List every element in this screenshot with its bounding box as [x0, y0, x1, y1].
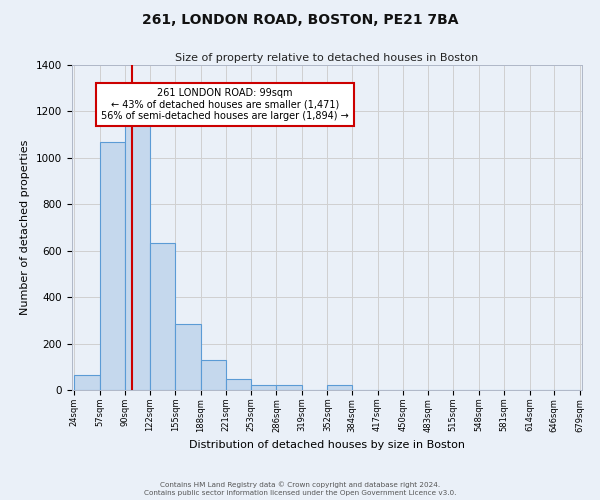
Bar [226, 379, 251, 390]
Bar [277, 386, 302, 390]
Bar [328, 386, 352, 390]
Bar [100, 142, 125, 390]
Text: Contains public sector information licensed under the Open Government Licence v3: Contains public sector information licen… [144, 490, 456, 496]
Title: Size of property relative to detached houses in Boston: Size of property relative to detached ho… [175, 53, 479, 63]
Bar [150, 242, 175, 390]
Y-axis label: Number of detached properties: Number of detached properties [20, 140, 31, 315]
Bar [74, 375, 100, 390]
Bar [175, 324, 201, 390]
Bar [125, 120, 150, 390]
Text: Contains HM Land Registry data © Crown copyright and database right 2024.: Contains HM Land Registry data © Crown c… [160, 482, 440, 488]
X-axis label: Distribution of detached houses by size in Boston: Distribution of detached houses by size … [189, 440, 465, 450]
Bar [251, 386, 277, 390]
Bar [201, 360, 226, 390]
Text: 261, LONDON ROAD, BOSTON, PE21 7BA: 261, LONDON ROAD, BOSTON, PE21 7BA [142, 12, 458, 26]
Text: 261 LONDON ROAD: 99sqm
← 43% of detached houses are smaller (1,471)
56% of semi-: 261 LONDON ROAD: 99sqm ← 43% of detached… [101, 88, 349, 121]
